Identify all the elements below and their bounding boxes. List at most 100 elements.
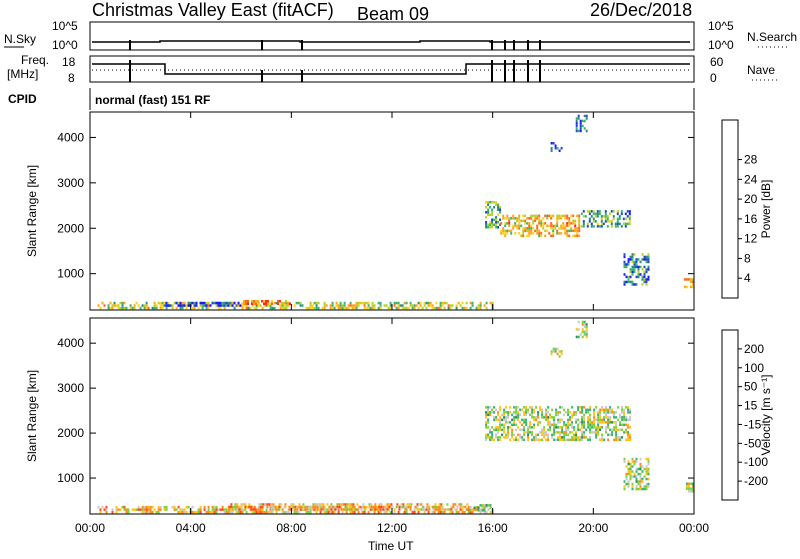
echo-cell	[567, 438, 570, 442]
echo-cell	[435, 301, 438, 305]
echo-cell	[278, 508, 281, 511]
echo-cell	[590, 225, 593, 228]
echo-cell	[647, 275, 650, 279]
echo-cell	[283, 510, 286, 514]
echo-cell	[508, 219, 511, 223]
echo-cell	[101, 301, 104, 305]
echo-cell	[572, 229, 575, 233]
echo-cell	[643, 270, 646, 274]
echo-cell	[315, 301, 318, 305]
echo-cell	[145, 505, 148, 509]
colorbar-tick-label: 100	[744, 361, 764, 375]
echo-cell	[595, 433, 598, 437]
echo-region	[550, 142, 563, 152]
echo-cell	[485, 216, 488, 219]
echo-cell	[631, 270, 634, 274]
echo-cell	[631, 258, 634, 261]
echo-cell	[629, 438, 632, 442]
echo-cell	[527, 431, 530, 434]
echo-cell	[547, 421, 550, 424]
echo-cell	[409, 505, 412, 509]
echo-cell	[523, 413, 526, 417]
echo-cell	[524, 229, 527, 233]
echo-cell	[119, 508, 122, 511]
echo-cell	[353, 304, 356, 307]
echo-cell	[569, 411, 572, 414]
echo-cell	[635, 283, 638, 286]
echo-cell	[157, 301, 160, 305]
echo-cell	[385, 510, 388, 514]
echo-cell	[357, 508, 360, 511]
echo-cell	[683, 285, 686, 289]
echo-cell	[179, 510, 182, 514]
echo-cell	[522, 232, 525, 235]
echo-cell	[629, 426, 632, 429]
echo-cell	[501, 413, 504, 417]
echo-cell	[507, 433, 510, 437]
echo-cell	[471, 508, 474, 511]
echo-cell	[454, 508, 457, 511]
echo-cell	[441, 505, 444, 509]
echo-cell	[641, 470, 644, 473]
echo-cell	[645, 268, 648, 271]
echo-cell	[111, 304, 114, 307]
echo-cell	[643, 273, 646, 276]
echo-cell	[491, 301, 494, 305]
echo-cell	[414, 505, 417, 509]
echo-cell	[309, 304, 312, 307]
echo-cell	[201, 301, 204, 305]
echo-cell	[599, 416, 602, 419]
echo-cell	[548, 224, 551, 228]
echo-cell	[628, 210, 631, 213]
echo-cell	[305, 306, 308, 310]
echo-cell	[368, 503, 371, 506]
echo-cell	[387, 306, 390, 310]
echo-cell	[123, 301, 126, 305]
echo-cell	[245, 306, 248, 310]
echo-cell	[487, 203, 490, 206]
echo-cell	[497, 428, 500, 432]
echo-cell	[319, 505, 322, 509]
echo-cell	[575, 418, 578, 422]
echo-cell	[458, 503, 461, 506]
echo-cell	[626, 215, 629, 218]
echo-cell	[425, 306, 428, 310]
echo-cell	[567, 418, 570, 422]
echo-cell	[519, 433, 522, 437]
echo-cell	[589, 423, 592, 427]
echo-cell	[637, 472, 640, 476]
echo-cell	[641, 487, 644, 491]
echo-cell	[388, 503, 391, 506]
echo-cell	[571, 438, 574, 442]
echo-cell	[195, 304, 198, 307]
echo-cell	[563, 413, 566, 417]
echo-cell	[297, 510, 300, 514]
echo-cell	[583, 323, 586, 326]
echo-cell	[230, 503, 233, 506]
echo-cell	[527, 436, 530, 439]
echo-cell	[479, 504, 482, 507]
echo-cell	[631, 465, 634, 468]
echo-cell	[588, 217, 591, 221]
echo-cell	[466, 503, 469, 506]
echo-cell	[531, 411, 534, 414]
echo-cell	[435, 306, 438, 310]
echo-cell	[499, 423, 502, 427]
echo-cell	[606, 217, 609, 221]
echo-cell	[443, 306, 446, 310]
echo-cell	[525, 408, 528, 412]
echo-cell	[604, 212, 607, 216]
echo-cell	[519, 428, 522, 432]
echo-cell	[573, 411, 576, 414]
echo-cell	[491, 223, 494, 226]
echo-cell	[683, 278, 686, 281]
echo-cell	[467, 505, 470, 509]
echo-cell	[269, 306, 272, 310]
echo-cell	[542, 222, 545, 225]
echo-cell	[503, 431, 506, 434]
echo-cell	[524, 227, 527, 230]
echo-cell	[568, 219, 571, 223]
echo-cell	[609, 428, 612, 432]
echo-cell	[517, 413, 520, 417]
echo-cell	[515, 408, 518, 412]
